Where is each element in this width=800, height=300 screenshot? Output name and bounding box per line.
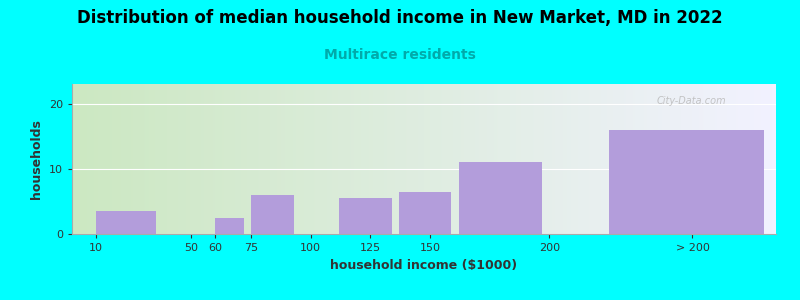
- Bar: [399, 192, 451, 234]
- Y-axis label: households: households: [30, 119, 43, 199]
- Bar: [609, 130, 764, 234]
- Bar: [458, 162, 542, 234]
- Bar: [96, 211, 155, 234]
- Text: Multirace residents: Multirace residents: [324, 48, 476, 62]
- Bar: [215, 218, 244, 234]
- Bar: [339, 198, 392, 234]
- X-axis label: household income ($1000): household income ($1000): [330, 259, 518, 272]
- Text: Distribution of median household income in New Market, MD in 2022: Distribution of median household income …: [77, 9, 723, 27]
- Text: City-Data.com: City-Data.com: [657, 96, 726, 106]
- Bar: [251, 195, 294, 234]
